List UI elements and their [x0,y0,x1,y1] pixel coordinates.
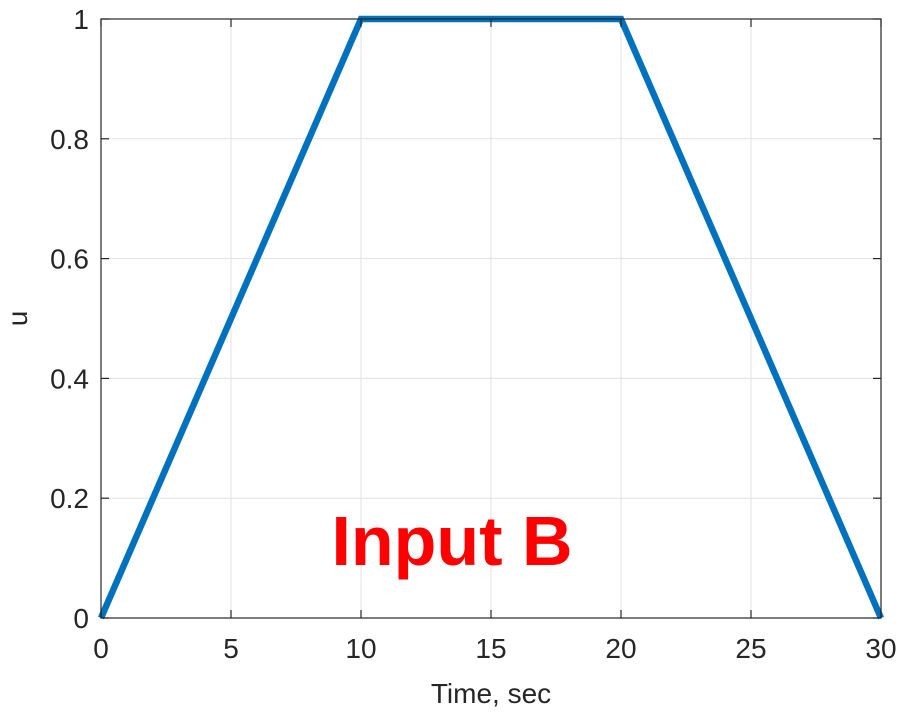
x-tick-label: 5 [223,633,239,664]
y-tick-label: 0.6 [50,244,89,275]
x-axis-label: Time, sec [431,678,551,709]
x-tick-label: 10 [345,633,376,664]
annotations: Input B [331,502,572,580]
y-tick-labels: 0 0.2 0.4 0.6 0.8 1 [50,4,89,634]
x-tick-label: 20 [605,633,636,664]
y-tick-label: 0.2 [50,483,89,514]
y-axis-label: u [2,311,33,327]
y-tick-label: 1 [73,4,89,35]
x-tick-label: 15 [475,633,506,664]
y-tick-label: 0.8 [50,124,89,155]
x-tick-label: 30 [865,633,896,664]
tick-marks [100,18,882,619]
x-tick-label: 0 [93,633,109,664]
x-tick-label: 25 [735,633,766,664]
y-tick-label: 0 [73,603,89,634]
x-tick-labels: 0 5 10 15 20 25 30 [93,633,896,664]
y-tick-label: 0.4 [50,363,89,394]
annotation-text: Input B [331,502,572,580]
